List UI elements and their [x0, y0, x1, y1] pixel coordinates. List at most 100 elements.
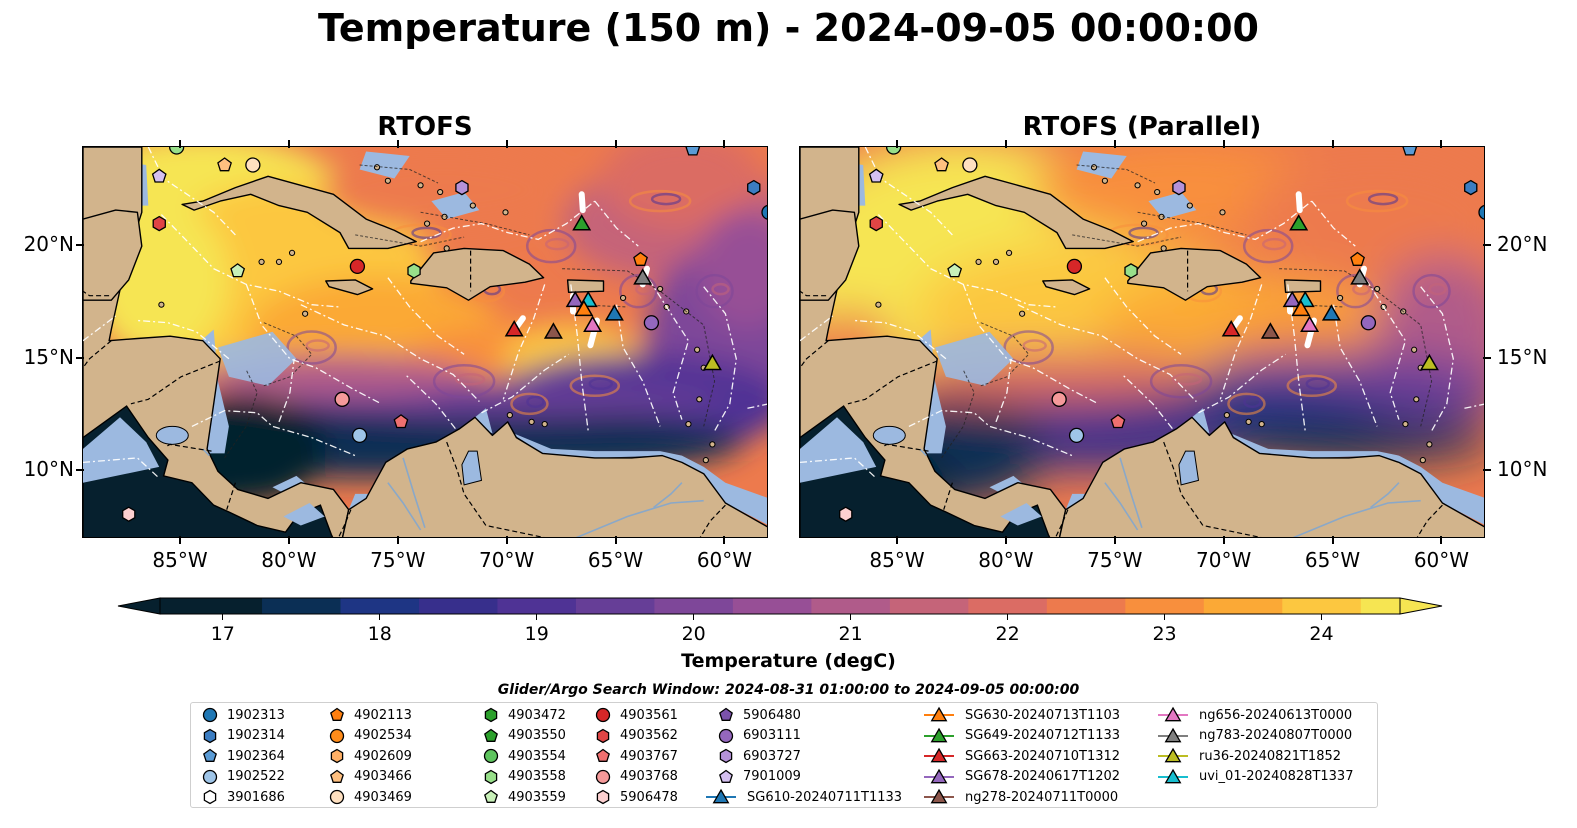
lon-label-left-1: 80°W: [261, 548, 317, 572]
legend-label: 4903562: [620, 728, 678, 743]
legend-marker-icon: [202, 769, 218, 784]
lon-tick: [505, 140, 508, 148]
map-marker-left-8: [455, 179, 469, 196]
map-panel-rtofs: [82, 146, 768, 538]
lon-tick: [1331, 140, 1334, 148]
lon-label-right-3: 70°W: [1196, 548, 1252, 572]
map-marker-right-24: [1300, 315, 1320, 332]
map-marker-left-1: [151, 168, 167, 183]
legend-item-5906480: 5906480: [717, 706, 801, 724]
lon-tick: [396, 536, 399, 544]
map-marker-right-8: [1172, 179, 1186, 196]
legend-item-ng783-20240807T0000: ng783-20240807T0000: [1155, 727, 1352, 745]
legend-item-3901686: 3901686: [201, 788, 285, 806]
lon-tick: [1004, 536, 1007, 544]
legend-marker-icon: [202, 707, 218, 723]
map-marker-right-9: [1402, 147, 1418, 156]
map-marker-left-19: [504, 320, 524, 337]
legend: 1902313 1902314 1902364 1902522 3901686 49021…: [190, 702, 1378, 808]
legend-marker-icon: [924, 747, 954, 763]
map-marker-right-4: [869, 215, 883, 232]
map-marker-right-5: [947, 263, 963, 278]
legend-item-4903472: 4903472: [482, 706, 566, 724]
legend-marker-icon: [329, 728, 345, 743]
legend-label: 5906480: [743, 707, 801, 723]
lon-tick: [1440, 140, 1443, 148]
map-marker-right-20: [1260, 322, 1280, 339]
colorbar-label: Temperature (degC): [681, 650, 896, 672]
lon-tick: [179, 140, 181, 148]
legend-marker-icon: [924, 727, 954, 742]
legend-item-SG630-20240713T1103: SG630-20240713T1103: [921, 706, 1120, 724]
map-marker-left-23: [574, 299, 594, 317]
map-marker-left-10: [747, 179, 761, 196]
legend-label: 4903469: [354, 789, 412, 805]
legend-marker-icon: [924, 788, 954, 804]
legend-item-7901009: 7901009: [717, 768, 801, 786]
legend-marker-icon: [1158, 727, 1188, 742]
colorbar-bin-5: [575, 598, 655, 614]
colorbar-tick-mark: [221, 614, 224, 620]
map-marker-left-12: [633, 251, 648, 266]
colorbar-bin-12: [1125, 598, 1205, 614]
lat-label-right-1: 15°N: [1497, 344, 1548, 369]
legend-marker-icon: [719, 707, 733, 721]
legend-marker-icon: [330, 769, 344, 783]
colorbar-tick-label-1: 18: [367, 623, 392, 645]
legend-label: 1902522: [227, 769, 285, 784]
legend-item-1902313: 1902313: [201, 706, 285, 724]
legend-marker-icon: [596, 728, 610, 743]
map-marker-right-6: [1066, 258, 1083, 275]
lon-label-left-2: 75°W: [370, 548, 426, 572]
lon-label-right-0: 85°W: [869, 548, 925, 572]
legend-item-4902534: 4902534: [328, 727, 412, 745]
lon-tick: [1113, 536, 1116, 544]
lon-tick: [396, 140, 399, 148]
map-marker-left-5: [230, 263, 246, 278]
colorbar-bin-6: [654, 598, 734, 614]
map-marker-left-15: [351, 427, 368, 444]
lon-tick: [1113, 140, 1116, 148]
lon-label-left-4: 65°W: [587, 548, 644, 572]
colorbar-bin-1: [262, 598, 342, 614]
legend-marker-icon: [706, 788, 736, 804]
legend-marker-icon: [203, 728, 217, 743]
legend-label: SG678-20240617T1202: [965, 769, 1121, 784]
map-marker-left-16: [393, 414, 409, 429]
legend-marker-icon: [484, 728, 498, 742]
colorbar-tick-mark: [1320, 614, 1323, 620]
map-marker-right-17: [839, 506, 853, 522]
legend-label: 4903768: [620, 769, 678, 784]
legend-label: 1902313: [227, 707, 285, 723]
legend-label: ng783-20240807T0000: [1199, 728, 1353, 743]
lon-tick: [1222, 140, 1225, 148]
legend-marker-icon: [924, 768, 954, 783]
legend-item-ng656-20240613T0000: ng656-20240613T0000: [1155, 706, 1352, 724]
lat-tick: [1483, 244, 1491, 247]
legend-marker-icon: [719, 769, 733, 783]
lon-tick: [1222, 536, 1225, 544]
legend-label: 4903472: [508, 707, 566, 723]
lat-label-left-2: 10°N: [23, 457, 74, 482]
legend-marker-icon: [595, 707, 611, 723]
legend-item-uvi_01-20240828T1337: uvi_01-20240828T1337: [1155, 768, 1353, 786]
legend-label: 5906478: [620, 789, 678, 805]
legend-item-SG649-20240712T1133: SG649-20240712T1133: [921, 727, 1120, 745]
lon-label-right-5: 60°W: [1413, 548, 1470, 572]
lon-tick: [287, 140, 290, 148]
legend-marker-icon: [483, 748, 499, 764]
colorbar-bin-11: [1046, 598, 1126, 614]
legend-item-4903469: 4903469: [328, 788, 412, 806]
legend-item-SG678-20240617T1202: SG678-20240617T1202: [921, 768, 1120, 786]
legend-label: SG630-20240713T1103: [965, 707, 1121, 723]
map-marker-left-26: [633, 268, 653, 285]
map-marker-left-2: [217, 157, 232, 172]
colorbar-bin-10: [968, 598, 1048, 614]
legend-label: 4902113: [354, 707, 412, 723]
colorbar: [117, 597, 1443, 615]
legend-item-4903767: 4903767: [594, 747, 678, 765]
colorbar-bin-4: [497, 598, 577, 614]
colorbar-tick-mark: [1163, 614, 1166, 620]
figure-title: Temperature (150 m) - 2024-09-05 00:00:0…: [317, 6, 1259, 50]
legend-item-4903562: 4903562: [594, 727, 678, 745]
